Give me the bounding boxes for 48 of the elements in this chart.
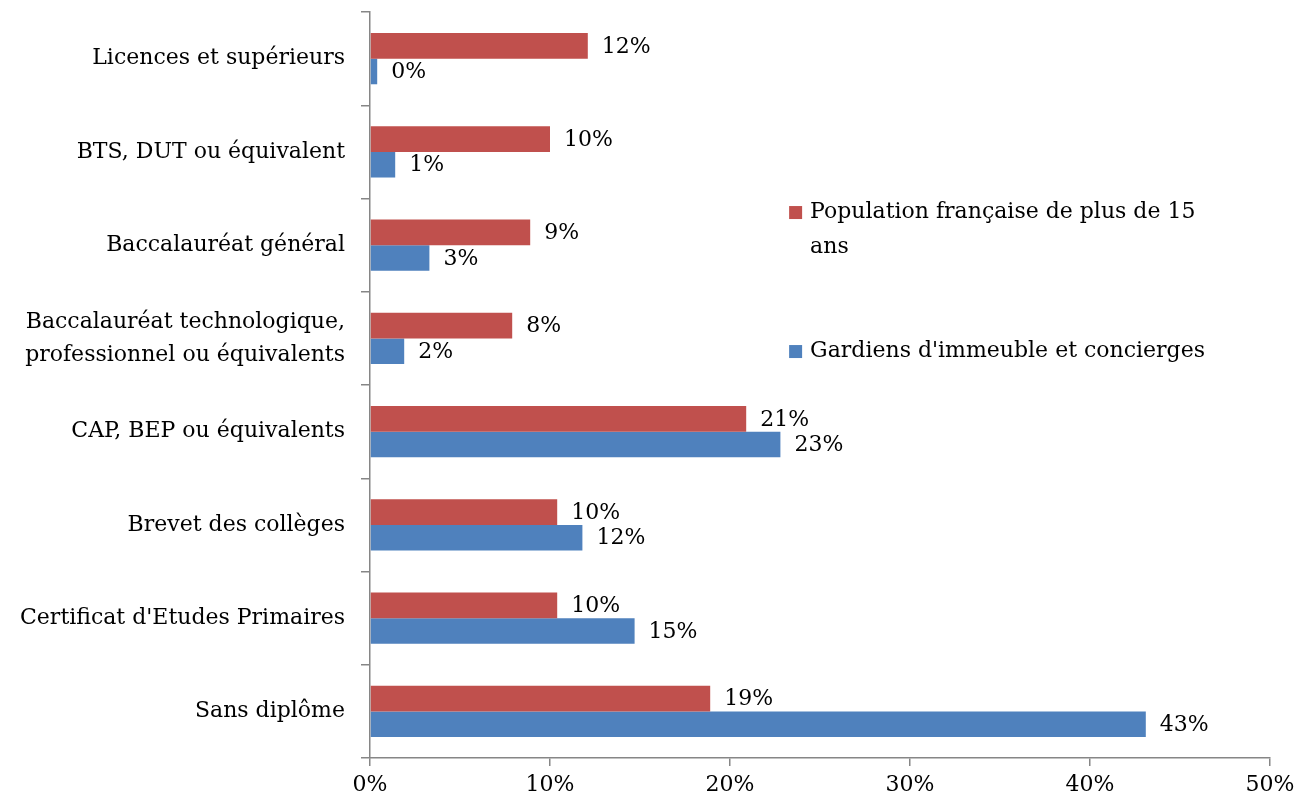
x-tick-label: 10%	[525, 770, 575, 796]
data-label: 0%	[391, 58, 427, 84]
bar	[370, 151, 396, 178]
bar	[370, 592, 558, 619]
bar	[370, 524, 583, 551]
data-label: 21%	[760, 405, 810, 431]
y-tick-label: Certificat d'Etudes Primaires	[20, 603, 345, 629]
bar	[370, 499, 558, 525]
y-tick-label: Sans diplôme	[194, 697, 345, 723]
bar	[370, 219, 531, 246]
data-label: 12%	[596, 524, 646, 550]
data-label: 1%	[409, 151, 445, 177]
data-label: 8%	[526, 312, 562, 338]
data-label: 9%	[544, 219, 580, 245]
bar	[370, 245, 430, 271]
data-label: 43%	[1159, 710, 1209, 736]
data-label: 23%	[794, 431, 844, 457]
y-tick-label: Licences et supérieurs	[92, 44, 345, 70]
bar	[370, 431, 781, 458]
data-label: 19%	[724, 685, 774, 711]
y-tick-label: Brevet des collèges	[127, 510, 345, 536]
data-label: 3%	[443, 244, 479, 270]
bar	[370, 685, 711, 712]
y-tick-label: CAP, BEP ou équivalents	[71, 417, 345, 443]
bar	[370, 58, 378, 85]
legend-label: Gardiens d'immeuble et concierges	[810, 337, 1206, 363]
bar	[370, 338, 405, 365]
bar	[370, 312, 513, 339]
y-tick-label: Baccalauréat général	[106, 230, 345, 256]
y-tick-label: Baccalauréat technologique, professionnel ou équivalents	[25, 307, 345, 366]
y-tick-label: BTS, DUT ou équivalent	[76, 137, 346, 163]
data-label: 2%	[418, 337, 454, 363]
bar	[370, 618, 635, 644]
bar	[370, 32, 588, 59]
data-label: 12%	[601, 32, 651, 58]
legend-label: Population française de plus de 15 ans	[810, 198, 1196, 259]
x-tick-label: 40%	[1065, 770, 1115, 796]
bar	[370, 711, 1146, 738]
bar	[370, 126, 550, 152]
data-label: 10%	[571, 498, 621, 524]
x-tick-label: 50%	[1245, 770, 1295, 796]
data-label: 15%	[648, 617, 698, 643]
x-tick-label: 20%	[705, 770, 755, 796]
bar	[370, 405, 747, 432]
x-tick-label: 0%	[352, 770, 388, 796]
data-label: 10%	[564, 125, 613, 151]
x-tick-label: 30%	[885, 770, 935, 796]
data-label: 10%	[571, 592, 621, 618]
